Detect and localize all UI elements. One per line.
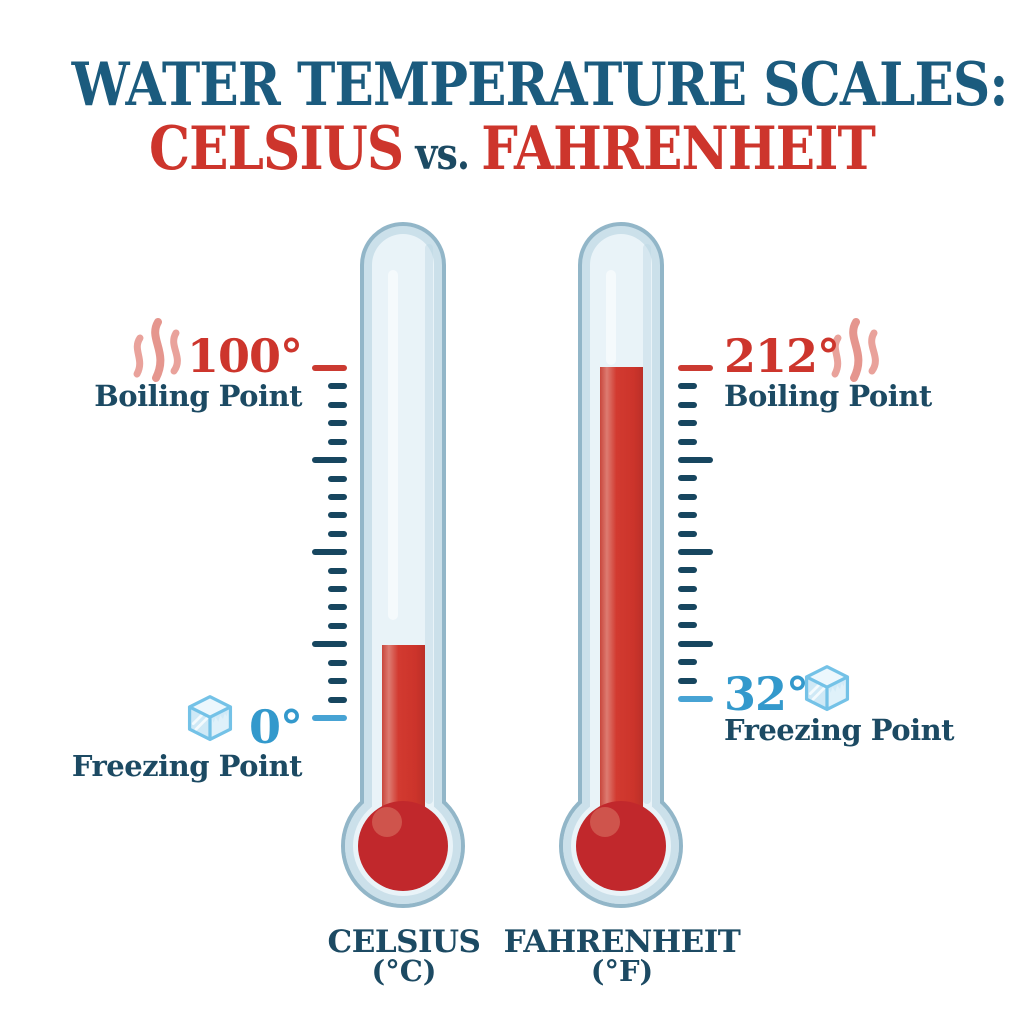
bulb-shine [372, 807, 402, 837]
tick-mark [328, 530, 347, 537]
celsius-boiling-value: 100° [186, 329, 303, 383]
tick-mark [678, 640, 713, 647]
celsius-boiling-label: Boiling Point [94, 379, 302, 413]
fahrenheit-scale-unit: (°F) [590, 954, 654, 988]
tick-mark [678, 696, 713, 702]
tick-mark [678, 438, 697, 445]
tick-mark [328, 678, 347, 685]
tick-mark [678, 567, 697, 574]
tick-mark [678, 456, 713, 463]
celsius-scale-name: CELSIUS [327, 924, 481, 960]
tick-mark [328, 604, 347, 611]
tick-mark [328, 401, 347, 408]
mercury-column [600, 367, 643, 815]
tick-mark [678, 383, 697, 390]
tick-mark [328, 475, 347, 482]
tick-mark [328, 659, 347, 666]
tick-mark [678, 475, 697, 482]
mercury-column [382, 645, 425, 815]
tick-mark [678, 420, 697, 427]
tick-mark [312, 715, 347, 721]
tick-mark [678, 548, 713, 555]
fahrenheit-freezing-value: 32° [724, 667, 809, 721]
ice-cube-icon [801, 662, 853, 716]
celsius-freezing-label: Freezing Point [71, 749, 303, 783]
steam-icon [129, 314, 187, 388]
tube-shade [643, 244, 651, 804]
tube-shine [606, 270, 616, 365]
thermometer-celsius [338, 210, 468, 930]
fahrenheit-freezing-label: Freezing Point [724, 713, 955, 747]
fahrenheit-boiling-label: Boiling Point [724, 379, 932, 413]
bulb-shine [590, 807, 620, 837]
tick-mark [678, 365, 713, 371]
tick-mark [678, 585, 697, 592]
thermometer-celsius-graphic [341, 222, 465, 908]
tick-mark [678, 604, 697, 611]
tick-mark [678, 622, 697, 629]
subtitle-celsius: CELSIUS [148, 114, 404, 184]
tube-shade [425, 244, 433, 804]
page-title: WATER TEMPERATURE SCALES: [71, 50, 1009, 120]
fahrenheit-boiling-value: 212° [724, 329, 840, 383]
tick-mark [328, 383, 347, 390]
tick-mark [312, 641, 347, 648]
tick-mark [328, 420, 347, 427]
tick-mark [328, 438, 347, 445]
tick-mark [328, 696, 347, 703]
celsius-freezing-value: 0° [248, 700, 303, 754]
tick-mark [678, 493, 697, 500]
tick-mark [312, 457, 347, 464]
tube-shine [388, 270, 398, 620]
fahrenheit-scale-name: FAHRENHEIT [503, 924, 741, 960]
thermometer-fahrenheit [556, 210, 686, 930]
tick-mark [328, 567, 347, 574]
thermometer-fahrenheit-graphic [559, 222, 683, 908]
subtitle-fahrenheit: FAHRENHEIT [481, 114, 876, 184]
tick-mark [678, 512, 697, 519]
tick-mark [328, 586, 347, 593]
page-subtitle: CELSIUS vs. FAHRENHEIT [72, 118, 953, 181]
tick-mark [678, 677, 697, 684]
tick-mark [312, 365, 347, 371]
steam-icon [827, 314, 885, 388]
bulb-mercury [358, 801, 448, 891]
tick-mark [678, 401, 697, 408]
tick-mark [328, 622, 347, 629]
tick-mark [678, 659, 697, 666]
tick-mark [328, 493, 347, 500]
celsius-scale-unit: (°C) [371, 954, 437, 988]
bulb-mercury [576, 801, 666, 891]
tick-mark [678, 530, 697, 537]
subtitle-vs: vs. [415, 129, 470, 180]
tick-mark [312, 549, 347, 556]
tick-mark [328, 512, 347, 519]
ice-cube-icon [184, 690, 236, 748]
